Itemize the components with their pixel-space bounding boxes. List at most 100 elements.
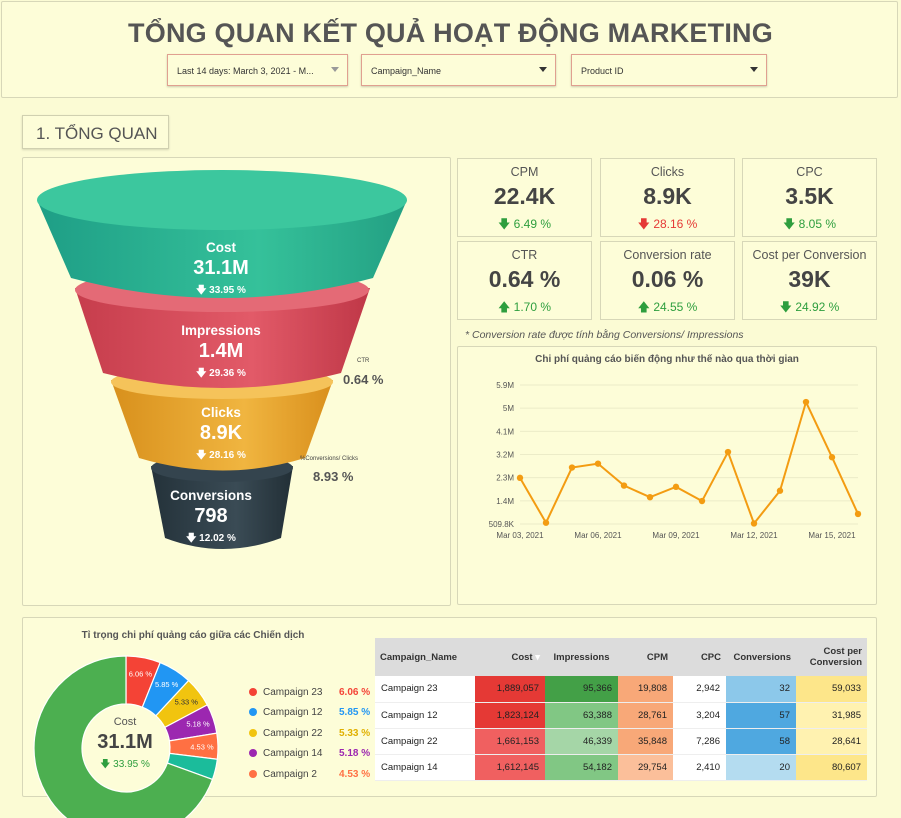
y-tick-label: 2.3M [496,474,514,483]
col-conversions[interactable]: Conversions [726,638,796,676]
kpi-card-conversion-rate: Conversion rate 0.06 % 🡅 24.55 % [600,241,735,320]
campaign-name-cell: Campaign 12 [375,702,475,729]
funnel-label-cost: Cost 31.1M 🡇 33.95 % [193,240,249,296]
legend-item[interactable]: Campaign 22 5.33 % [249,728,370,739]
data-point [724,448,732,456]
metric-cell: 19,808 [618,676,673,703]
metric-cell: 58 [726,728,796,755]
metric-cell: 54,182 [545,754,618,781]
metric-cell: 20 [726,754,796,781]
line-chart-panel: Chi phí quảng cáo biến động như thế nào … [457,346,877,605]
table-row[interactable]: Campaign 23 1,889,057 95,366 19,808 2,942 32 5… [375,676,867,703]
product-filter-label: Product ID [581,66,624,76]
funnel-label-clicks: Clicks 8.9K 🡇 28.16 % [196,405,246,461]
col-cost-per-conversion[interactable]: Cost per Conversion [796,638,867,676]
metric-cell: 80,607 [796,754,867,781]
col-campaign-name[interactable]: Campaign_Name [375,638,475,676]
campaign-filter[interactable]: Campaign_Name [361,54,556,86]
y-tick-label: 4.1M [496,427,514,436]
funnel-label-impressions: Impressions 1.4M 🡇 29.36 % [181,323,261,379]
data-point [698,497,706,505]
legend-item[interactable]: Campaign 12 5.85 % [249,707,370,718]
table-header-row: Campaign_Name Cost ▾ Impressions CPM CPC… [375,638,867,676]
pie-chart[interactable]: 6.06 %5.85 % 5.33 % 5.18 % 4.53 % [23,648,223,818]
kpi-card-cost-per-conversion: Cost per Conversion 39K 🡇 24.92 % [742,241,877,320]
data-point [646,493,654,501]
col-impressions[interactable]: Impressions [545,638,618,676]
x-tick-label: Mar 09, 2021 [652,531,700,540]
campaign-name-cell: Campaign 23 [375,676,475,703]
metric-cell: 1,823,124 [475,702,545,729]
legend-dot-icon [249,688,257,696]
slice-label: 4.53 % [190,742,214,751]
data-point [516,474,524,482]
funnel-panel: Cost 31.1M 🡇 33.95 % Impressions 1.4M 🡇 … [22,157,451,606]
arrow-down-icon: 🡇 [782,217,796,231]
data-point [750,520,758,527]
metric-cell: 28,761 [618,702,673,729]
legend-dot-icon [249,770,257,778]
y-tick-label: 1.4M [496,497,514,506]
slice-label: 6.06 % [129,669,153,678]
metric-cell: 32 [726,676,796,703]
col-cpm[interactable]: CPM [618,638,673,676]
table-row[interactable]: Campaign 14 1,612,145 54,182 29,754 2,410 20 8… [375,754,867,781]
x-tick-label: Mar 15, 2021 [808,531,856,540]
kpi-card-cpc: CPC 3.5K 🡇 8.05 % [742,158,877,237]
y-tick-label: 5.9M [496,381,514,390]
metric-cell: 95,366 [545,676,618,703]
metric-cell: 57 [726,702,796,729]
metric-cell: 63,388 [545,702,618,729]
conv-click-label: %Conversions/ Clicks [300,456,359,462]
data-point [672,483,680,491]
chevron-down-icon [750,67,758,72]
legend-item[interactable]: Campaign 2 4.53 % [249,769,370,780]
col-cost[interactable]: Cost ▾ [475,638,545,676]
sort-desc-icon: ▾ [535,651,540,663]
product-filter[interactable]: Product ID [571,54,767,86]
line-chart-title: Chi phí quảng cáo biến động như thế nào … [535,354,799,365]
data-point [542,519,550,526]
campaign-filter-label: Campaign_Name [371,66,442,76]
date-range-value: Last 14 days: March 3, 2021 - M... [177,66,314,76]
line-chart[interactable]: 509.8K 1.4M 2.3M 3.2M 4.1M 5M 5.9M Mar 03, 2021… [458,347,878,606]
x-tick-label: Mar 12, 2021 [730,531,778,540]
arrow-down-icon: 🡇 [637,217,650,231]
slice-label: 5.18 % [186,720,210,729]
metric-cell: 2,942 [673,676,726,703]
table-row[interactable]: Campaign 12 1,823,124 63,388 28,761 3,204 57 3… [375,702,867,729]
slice-label: 5.33 % [175,698,199,707]
data-point [776,487,784,494]
y-tick-label: 3.2M [496,451,514,460]
data-point [594,460,602,467]
conv-click-value: 8.93 % [313,469,354,484]
x-tick-label: Mar 03, 2021 [496,531,544,540]
funnel-label-conversions: Conversions 798 🡇 12.02 % [170,488,252,544]
campaign-name-cell: Campaign 14 [375,754,475,781]
conversion-rate-note: * Conversion rate được tính bằng Convers… [465,329,744,341]
kpi-card-ctr: CTR 0.64 % 🡅 1.70 % [457,241,592,320]
col-cpc[interactable]: CPC [673,638,726,676]
data-point [828,454,836,461]
ctr-value: 0.64 % [343,372,384,387]
chevron-down-icon [539,67,547,72]
metric-cell: 7,286 [673,728,726,755]
legend-item[interactable]: Campaign 23 6.06 % [249,687,370,698]
header-panel: TỔNG QUAN KẾT QUẢ HOẠT ĐỘNG MARKETING La… [1,1,898,98]
legend-item[interactable]: Campaign 14 5.18 % [249,748,370,759]
funnel-stage-conversions [151,466,293,549]
table-row[interactable]: Campaign 22 1,661,153 46,339 35,848 7,286 58 2… [375,728,867,755]
kpi-card-cpm: CPM 22.4K 🡇 6.49 % [457,158,592,237]
data-point [568,464,576,471]
date-range-filter[interactable]: Last 14 days: March 3, 2021 - M... [167,54,348,86]
y-tick-label: 509.8K [489,520,515,529]
pie-chart-title: Tỉ trọng chi phí quảng cáo giữa các Chiế… [81,630,305,641]
metric-cell: 31,985 [796,702,867,729]
slice-label: 5.85 % [155,680,179,689]
data-point [802,398,810,406]
data-point [854,510,862,518]
metric-cell: 1,661,153 [475,728,545,755]
pie-center: Cost 31.1M 🡇 33.95 % [97,716,153,770]
arrow-down-icon: 🡇 [497,217,511,231]
funnel-stage-clicks [111,380,333,471]
